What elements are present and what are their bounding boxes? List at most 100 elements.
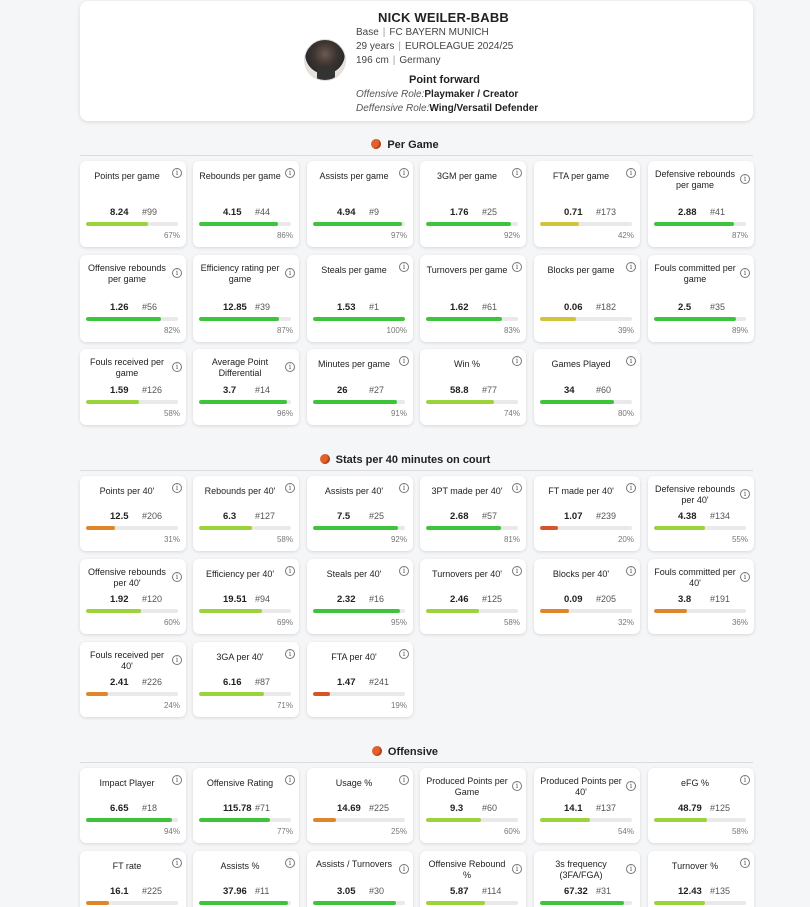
stat-card-efficiency-per-40[interactable]: Efficiency per 40' i 19.51 #94 69% <box>193 559 299 634</box>
info-icon[interactable]: i <box>626 864 636 874</box>
info-icon[interactable]: i <box>512 168 522 178</box>
info-icon[interactable]: i <box>172 572 182 582</box>
stat-card-points-per-40[interactable]: Points per 40' i 12.5 #206 31% <box>80 476 186 551</box>
stat-card-win[interactable]: Win % i 58.8 #77 74% <box>420 349 526 425</box>
stat-card-average-point-differential[interactable]: Average Point Differential i 3.7 #14 96% <box>193 349 299 425</box>
info-icon[interactable]: i <box>172 268 182 278</box>
percentile-bar-fill <box>313 400 397 404</box>
stat-card-fouls-committed-per-game[interactable]: Fouls committed per game i 2.5 #35 89% <box>648 255 754 342</box>
info-icon[interactable]: i <box>285 858 295 868</box>
stat-card-offensive-rebounds-per-40[interactable]: Offensive rebounds per 40' i 1.92 #120 60% <box>80 559 186 634</box>
stat-card-impact-player[interactable]: Impact Player i 6.65 #18 94% <box>80 768 186 843</box>
info-icon[interactable]: i <box>285 483 295 493</box>
info-icon[interactable]: i <box>172 655 182 665</box>
stat-card-efg[interactable]: eFG % i 48.79 #125 58% <box>648 768 754 843</box>
info-icon[interactable]: i <box>626 781 636 791</box>
stat-card-games-played[interactable]: Games Played i 34 #60 80% <box>534 349 640 425</box>
info-icon[interactable]: i <box>740 572 750 582</box>
info-icon[interactable]: i <box>740 174 750 184</box>
stat-label: Efficiency per 40' <box>205 569 275 579</box>
stat-card-minutes-per-game[interactable]: Minutes per game i 26 #27 91% <box>307 349 413 425</box>
info-icon[interactable]: i <box>740 268 750 278</box>
info-icon[interactable]: i <box>740 489 750 499</box>
stat-card-efficiency-rating-per-game[interactable]: Efficiency rating per game i 12.85 #39 87% <box>193 255 299 342</box>
stat-card-rebounds-per-game[interactable]: Rebounds per game i 4.15 #44 86% <box>193 161 299 247</box>
info-icon[interactable]: i <box>740 858 750 868</box>
stat-card-assists[interactable]: Assists %i37.96#1197% <box>193 851 299 907</box>
info-icon[interactable]: i <box>285 775 295 785</box>
stat-card-steals-per-game[interactable]: Steals per game i 1.53 #1 100% <box>307 255 413 342</box>
stat-rank: #241 <box>369 677 390 687</box>
stat-value: 14.1 <box>564 803 583 814</box>
stat-card-3ga-per-40[interactable]: 3GA per 40' i 6.16 #87 71% <box>193 642 299 717</box>
stat-card-fta-per-40[interactable]: FTA per 40' i 1.47 #241 19% <box>307 642 413 717</box>
info-icon[interactable]: i <box>172 483 182 493</box>
info-icon[interactable]: i <box>399 356 409 366</box>
info-icon[interactable]: i <box>399 262 409 272</box>
stat-label: FT rate <box>112 861 142 871</box>
stat-label: Blocks per 40' <box>552 569 610 579</box>
percentile-bar-fill <box>86 901 109 905</box>
info-icon[interactable]: i <box>172 858 182 868</box>
info-icon[interactable]: i <box>512 262 522 272</box>
stat-rank: #18 <box>142 803 158 813</box>
info-icon[interactable]: i <box>172 168 182 178</box>
info-icon[interactable]: i <box>285 268 295 278</box>
stat-card-rebounds-per-40[interactable]: Rebounds per 40' i 6.3 #127 58% <box>193 476 299 551</box>
stat-card-offensive-rebound[interactable]: Offensive Rebound %i5.87#11464% <box>420 851 526 907</box>
info-icon[interactable]: i <box>285 168 295 178</box>
stat-rank: #135 <box>710 886 731 896</box>
stat-card-ft-made-per-40[interactable]: FT made per 40' i 1.07 #239 20% <box>534 476 640 551</box>
info-icon[interactable]: i <box>172 775 182 785</box>
info-icon[interactable]: i <box>399 775 409 785</box>
info-icon[interactable]: i <box>399 649 409 659</box>
stat-card-points-per-game[interactable]: Points per game i 8.24 #99 67% <box>80 161 186 247</box>
info-icon[interactable]: i <box>285 566 295 576</box>
stat-card-assists-per-game[interactable]: Assists per game i 4.94 #9 97% <box>307 161 413 247</box>
stat-card-produced-points-per-40[interactable]: Produced Points per 40' i 14.1 #137 54% <box>534 768 640 843</box>
info-icon[interactable]: i <box>285 649 295 659</box>
info-icon[interactable]: i <box>626 262 636 272</box>
stat-card-fta-per-game[interactable]: FTA per game i 0.71 #173 42% <box>534 161 640 247</box>
stat-card-defensive-rebounds-per-40[interactable]: Defensive rebounds per 40' i 4.38 #134 55% <box>648 476 754 551</box>
info-icon[interactable]: i <box>740 775 750 785</box>
stat-card-blocks-per-game[interactable]: Blocks per game i 0.06 #182 39% <box>534 255 640 342</box>
info-icon[interactable]: i <box>399 566 409 576</box>
info-icon[interactable]: i <box>285 362 295 372</box>
stat-card-turnovers-per-40[interactable]: Turnovers per 40' i 2.46 #125 58% <box>420 559 526 634</box>
stat-card-fouls-committed-per-40[interactable]: Fouls committed per 40' i 3.8 #191 36% <box>648 559 754 634</box>
info-icon[interactable]: i <box>512 483 522 493</box>
percentile-bar <box>199 317 291 321</box>
info-icon[interactable]: i <box>512 356 522 366</box>
stat-card-3pt-made-per-40[interactable]: 3PT made per 40' i 2.68 #57 81% <box>420 476 526 551</box>
stat-value: 7.5 <box>337 511 351 522</box>
stat-label: Defensive rebounds per 40' <box>654 484 736 505</box>
stat-card-3s-frequency-3fa-fga[interactable]: 3s frequency (3FA/FGA)i67.32#3191% <box>534 851 640 907</box>
info-icon[interactable]: i <box>399 483 409 493</box>
stat-card-produced-points-per-game[interactable]: Produced Points per Game i 9.3 #60 60% <box>420 768 526 843</box>
stat-card-turnovers-per-game[interactable]: Turnovers per game i 1.62 #61 83% <box>420 255 526 342</box>
stat-card-fouls-received-per-40[interactable]: Fouls received per 40' i 2.41 #226 24% <box>80 642 186 717</box>
stat-card-turnover[interactable]: Turnover %i12.43#13555% <box>648 851 754 907</box>
stat-card-steals-per-40[interactable]: Steals per 40' i 2.32 #16 95% <box>307 559 413 634</box>
info-icon[interactable]: i <box>512 864 522 874</box>
stat-card-usage[interactable]: Usage % i 14.69 #225 25% <box>307 768 413 843</box>
info-icon[interactable]: i <box>512 566 522 576</box>
stat-card-blocks-per-40[interactable]: Blocks per 40' i 0.09 #205 32% <box>534 559 640 634</box>
info-icon[interactable]: i <box>626 168 636 178</box>
stat-card-offensive-rating[interactable]: Offensive Rating i 115.78 #71 77% <box>193 768 299 843</box>
info-icon[interactable]: i <box>399 864 409 874</box>
info-icon[interactable]: i <box>512 781 522 791</box>
stat-card-3gm-per-game[interactable]: 3GM per game i 1.76 #25 92% <box>420 161 526 247</box>
stat-card-fouls-received-per-game[interactable]: Fouls received per game i 1.59 #126 58% <box>80 349 186 425</box>
info-icon[interactable]: i <box>626 566 636 576</box>
stat-card-defensive-rebounds-per-game[interactable]: Defensive rebounds per game i 2.88 #41 87% <box>648 161 754 247</box>
info-icon[interactable]: i <box>626 483 636 493</box>
info-icon[interactable]: i <box>626 356 636 366</box>
info-icon[interactable]: i <box>172 362 182 372</box>
stat-card-assists-per-40[interactable]: Assists per 40' i 7.5 #25 92% <box>307 476 413 551</box>
info-icon[interactable]: i <box>399 168 409 178</box>
stat-card-offensive-rebounds-per-game[interactable]: Offensive rebounds per game i 1.26 #56 82% <box>80 255 186 342</box>
